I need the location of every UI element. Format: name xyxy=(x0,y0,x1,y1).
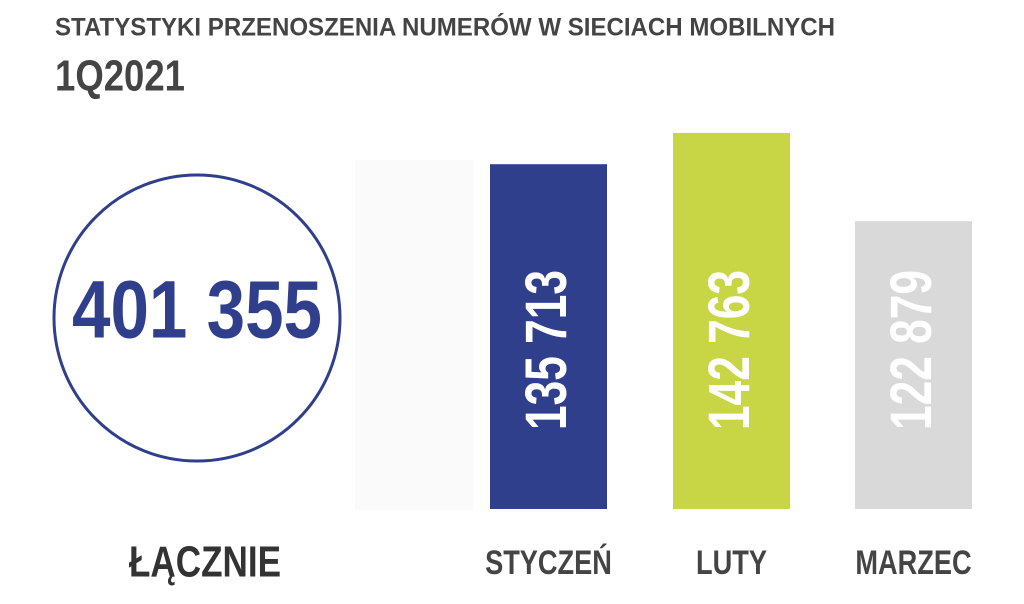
chart-title: STATYSTYKI PRZENOSZENIA NUMERÓW W SIECIA… xyxy=(55,12,835,42)
value-label: 142 763 xyxy=(697,270,762,430)
value-label: 135 713 xyxy=(514,270,579,430)
chart-subtitle: 1Q2021 xyxy=(55,52,185,101)
background-panel xyxy=(355,160,473,510)
x-tick-label: LUTY xyxy=(696,543,767,582)
value-label: 122 879 xyxy=(879,270,944,430)
bar xyxy=(673,132,790,509)
bar xyxy=(490,164,607,509)
bar xyxy=(855,221,972,509)
total-label: ŁĄCZNIE xyxy=(129,538,281,587)
x-tick-label: STYCZEŃ xyxy=(485,543,612,582)
total-value: 401 355 xyxy=(72,265,322,356)
total-circle xyxy=(52,173,342,463)
x-tick-label: MARZEC xyxy=(855,543,971,582)
